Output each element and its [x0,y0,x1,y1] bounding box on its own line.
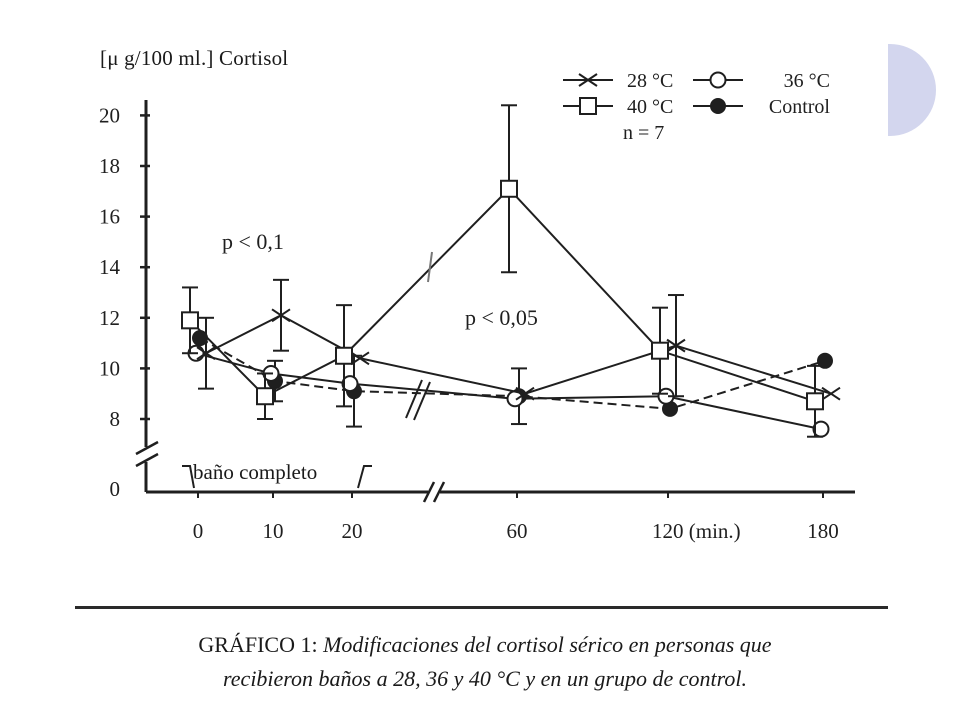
legend-note: n = 7 [623,122,664,144]
data-point [271,308,291,323]
series-layer [181,104,841,438]
legend-label: 40 °C [627,96,673,118]
data-point [500,179,518,198]
data-point [335,346,353,365]
y-axis-break-mark-2 [135,452,159,468]
figure-caption: GRÁFICO 1: Modificaciones del cortisol s… [100,628,870,696]
axis-ticks: 0 8 10 12 14 16 18 20 0 10 20 60 120 (min.) 180 [99,103,839,543]
significance-annotation: p < 0,1 [222,229,284,254]
series-line-40-c [189,187,816,403]
series-28-c [196,278,841,401]
marker-stroke [666,338,686,353]
legend-marker [578,73,598,87]
caption-line-1: Modificaciones del cortisol sérico en pe… [323,632,772,657]
chart-axes [135,100,855,503]
x-axis-break-mark-2 [432,481,446,503]
series-line-36-c [195,352,822,431]
bath-period-label: baño completo [193,460,318,484]
legend-label: Control [769,96,831,118]
caption-line-2: recibieron baños a 28, 36 y 40 °C y en u… [223,666,747,691]
y-tick-label: 8 [110,407,121,431]
y-tick-label: 18 [99,154,120,178]
data-point [341,375,359,393]
x-tick-label: 180 [807,519,839,543]
marker-stroke [821,386,841,401]
data-point [350,351,370,366]
significance-annotation: p < 0,05 [465,305,538,330]
marker-stroke [515,386,535,401]
line-break-slash [427,251,433,283]
data-point [196,346,216,361]
chart-legend: 28 °C 36 °C 40 °C Control n = 7 [563,70,830,144]
y-tick-label: 14 [99,255,121,279]
data-point [666,338,686,353]
data-point [806,392,824,411]
legend-item: Control [693,96,830,118]
y-tick-label: 20 [99,103,120,127]
line-break-slash [413,381,431,421]
y-axis-label: [μ g/100 ml.] Cortisol [100,46,289,70]
x-tick-label: 0 [193,519,204,543]
y-tick-label: 16 [99,205,120,229]
x-tick-label: 120 (min.) [652,519,741,543]
data-point [821,386,841,401]
caption-lead: GRÁFICO 1: [198,632,318,657]
legend-marker [709,71,727,89]
legend-item: 40 °C [563,96,673,118]
chart-annotations: p < 0,1 p < 0,05 [222,229,538,421]
legend-item: 36 °C [693,70,830,92]
legend-marker [579,97,597,115]
series-line-28-c [205,314,832,395]
cortisol-line-chart: 0 8 10 12 14 16 18 20 0 10 20 60 120 (min.) 180 28 °C… [99,70,855,543]
data-point [181,311,199,330]
y-tick-label: 0 [110,477,121,501]
data-point [256,387,274,406]
bath-start-marker [182,465,195,489]
legend-label: 28 °C [627,70,673,92]
legend-marker [710,98,726,114]
x-axis-break-mark-1 [422,481,436,503]
bath-end-marker [357,465,372,489]
marker-stroke [196,346,216,361]
y-tick-label: 10 [99,356,120,380]
y-tick-label: 12 [99,306,120,330]
x-tick-label: 20 [342,519,363,543]
series-40-c [181,104,824,438]
marker-stroke [350,351,370,366]
marker-stroke [578,73,598,87]
legend-label: 36 °C [784,70,830,92]
y-axis-break-mark-1 [135,440,159,456]
caption-divider [75,606,888,609]
marker-stroke [271,308,291,323]
line-break-slash [405,379,423,419]
data-point [515,386,535,401]
x-tick-label: 60 [507,519,528,543]
legend-item: 28 °C [563,70,673,92]
x-tick-label: 10 [263,519,284,543]
series-36-c [187,344,830,438]
data-point [651,341,669,360]
data-point [817,352,833,369]
